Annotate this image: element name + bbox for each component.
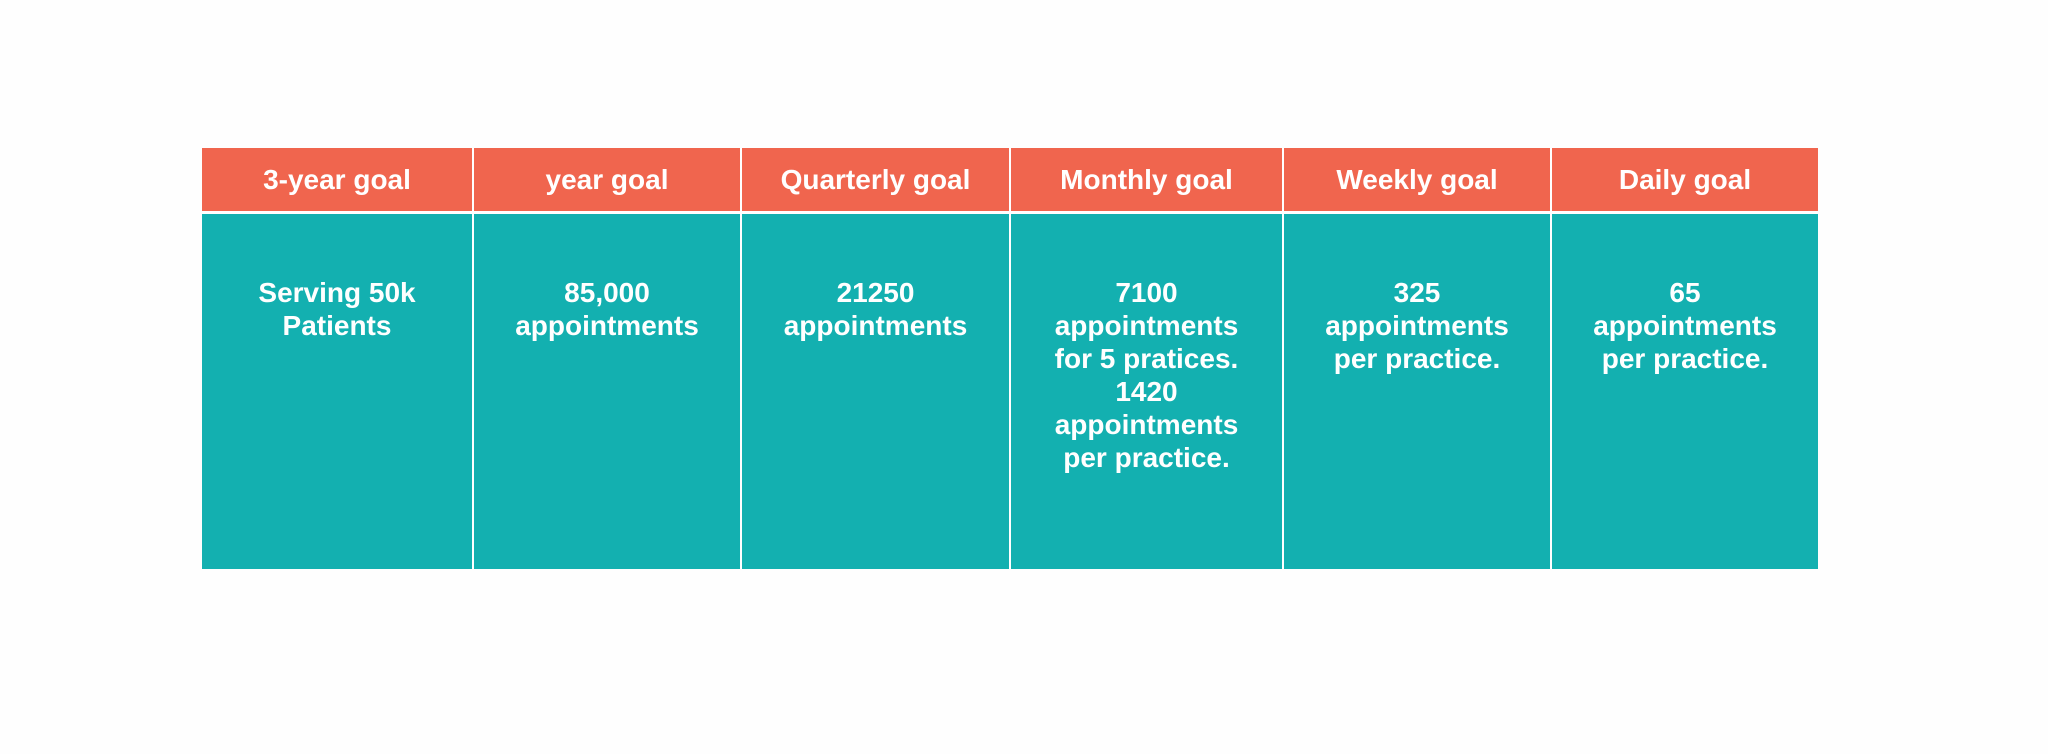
- cell-line: per practice.: [1063, 442, 1230, 473]
- header-cell: Quarterly goal: [742, 148, 1009, 214]
- body-cell: 325 appointments per practice.: [1284, 214, 1550, 569]
- body-cell: 7100 appointments for 5 pratices. 1420 appoi…: [1011, 214, 1282, 569]
- goals-table: 3-year goal Serving 50k Patients year goal 8…: [202, 148, 1818, 569]
- cell-line: for 5 pratices.: [1054, 343, 1239, 374]
- cell-line: 21250: [836, 277, 915, 308]
- cell-line: 65: [1669, 277, 1701, 308]
- cell-line: appointments: [1054, 310, 1239, 341]
- table-column: Quarterly goal 21250 appointments: [742, 148, 1011, 569]
- table-column: Daily goal 65 appointments per practice.: [1552, 148, 1818, 569]
- body-cell: 85,000 appointments: [474, 214, 740, 569]
- header-cell: Daily goal: [1552, 148, 1818, 214]
- cell-line: 325: [1393, 277, 1441, 308]
- cell-line: per practice.: [1601, 343, 1769, 374]
- header-cell: Monthly goal: [1011, 148, 1282, 214]
- body-cell: Serving 50k Patients: [202, 214, 472, 569]
- cell-line: per practice.: [1333, 343, 1501, 374]
- body-cell: 21250 appointments: [742, 214, 1009, 569]
- header-cell: Weekly goal: [1284, 148, 1550, 214]
- cell-line: appointments: [783, 310, 968, 341]
- cell-line: Patients: [282, 310, 392, 341]
- cell-line: appointments: [515, 310, 699, 341]
- table-column: Monthly goal 7100 appointments for 5 pratic…: [1011, 148, 1284, 569]
- cell-line: appointments: [1054, 409, 1239, 440]
- header-cell: 3-year goal: [202, 148, 472, 214]
- cell-line: 7100: [1115, 277, 1178, 308]
- cell-line: appointments: [1325, 310, 1509, 341]
- body-cell: 65 appointments per practice.: [1552, 214, 1818, 569]
- table-column: 3-year goal Serving 50k Patients: [202, 148, 474, 569]
- cell-line: 85,000: [564, 277, 650, 308]
- cell-line: appointments: [1593, 310, 1777, 341]
- table-column: year goal 85,000 appointments: [474, 148, 742, 569]
- cell-line: 1420: [1115, 376, 1178, 407]
- cell-line: Serving 50k: [258, 277, 416, 308]
- header-cell: year goal: [474, 148, 740, 214]
- table-column: Weekly goal 325 appointments per practice.: [1284, 148, 1552, 569]
